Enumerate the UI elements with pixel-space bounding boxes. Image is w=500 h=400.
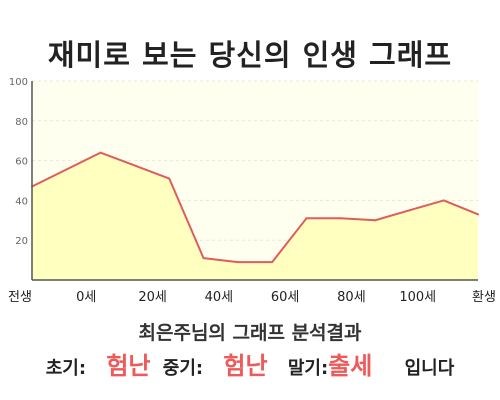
x-tick-label-4: 60세 (271, 290, 300, 305)
data-point-2 (168, 177, 171, 180)
y-tick-label-4: 100 (9, 77, 28, 88)
data-point-6 (305, 217, 308, 220)
data-point-10 (442, 199, 445, 202)
late-value: 출세 (328, 352, 373, 380)
result-suffix: 입니다 (404, 358, 455, 379)
y-tick-label-1: 40 (15, 196, 28, 207)
result-caption: 최은주님의 그래프 분석결과 (138, 322, 362, 344)
chart-title: 재미로 보는 당신의 인생 그래프 (47, 38, 453, 72)
result-summary: 초기: 험난 중기: 험난 말기:출세 입니다 (0, 346, 500, 381)
mid-label: 중기: (162, 358, 204, 379)
x-tick-label-3: 40세 (205, 290, 234, 305)
data-point-8 (374, 219, 377, 222)
x-tick-label-0: 전생 (8, 290, 32, 305)
x-tick-label-1: 0세 (76, 290, 96, 305)
data-point-7 (339, 217, 342, 220)
x-tick-label-5: 80세 (337, 290, 366, 305)
data-point-1 (99, 151, 102, 154)
x-tick-label-2: 20세 (138, 290, 167, 305)
x-tick-label-7: 환생 (472, 290, 496, 305)
data-point-9 (408, 209, 411, 212)
y-tick-label-2: 60 (15, 157, 28, 168)
data-point-5 (271, 261, 274, 264)
data-point-11 (477, 213, 479, 216)
mid-value: 험난 (223, 352, 268, 380)
early-value: 험난 (106, 352, 151, 380)
series-area (32, 152, 478, 280)
y-tick-label-3: 80 (15, 117, 28, 128)
early-label: 초기: (45, 358, 87, 379)
y-tick-label-0: 20 (15, 236, 28, 247)
x-tick-label-6: 100세 (399, 290, 436, 305)
data-point-3 (202, 257, 205, 260)
series-line (31, 151, 479, 264)
data-point-4 (236, 261, 239, 264)
late-label: 말기: (287, 358, 329, 379)
